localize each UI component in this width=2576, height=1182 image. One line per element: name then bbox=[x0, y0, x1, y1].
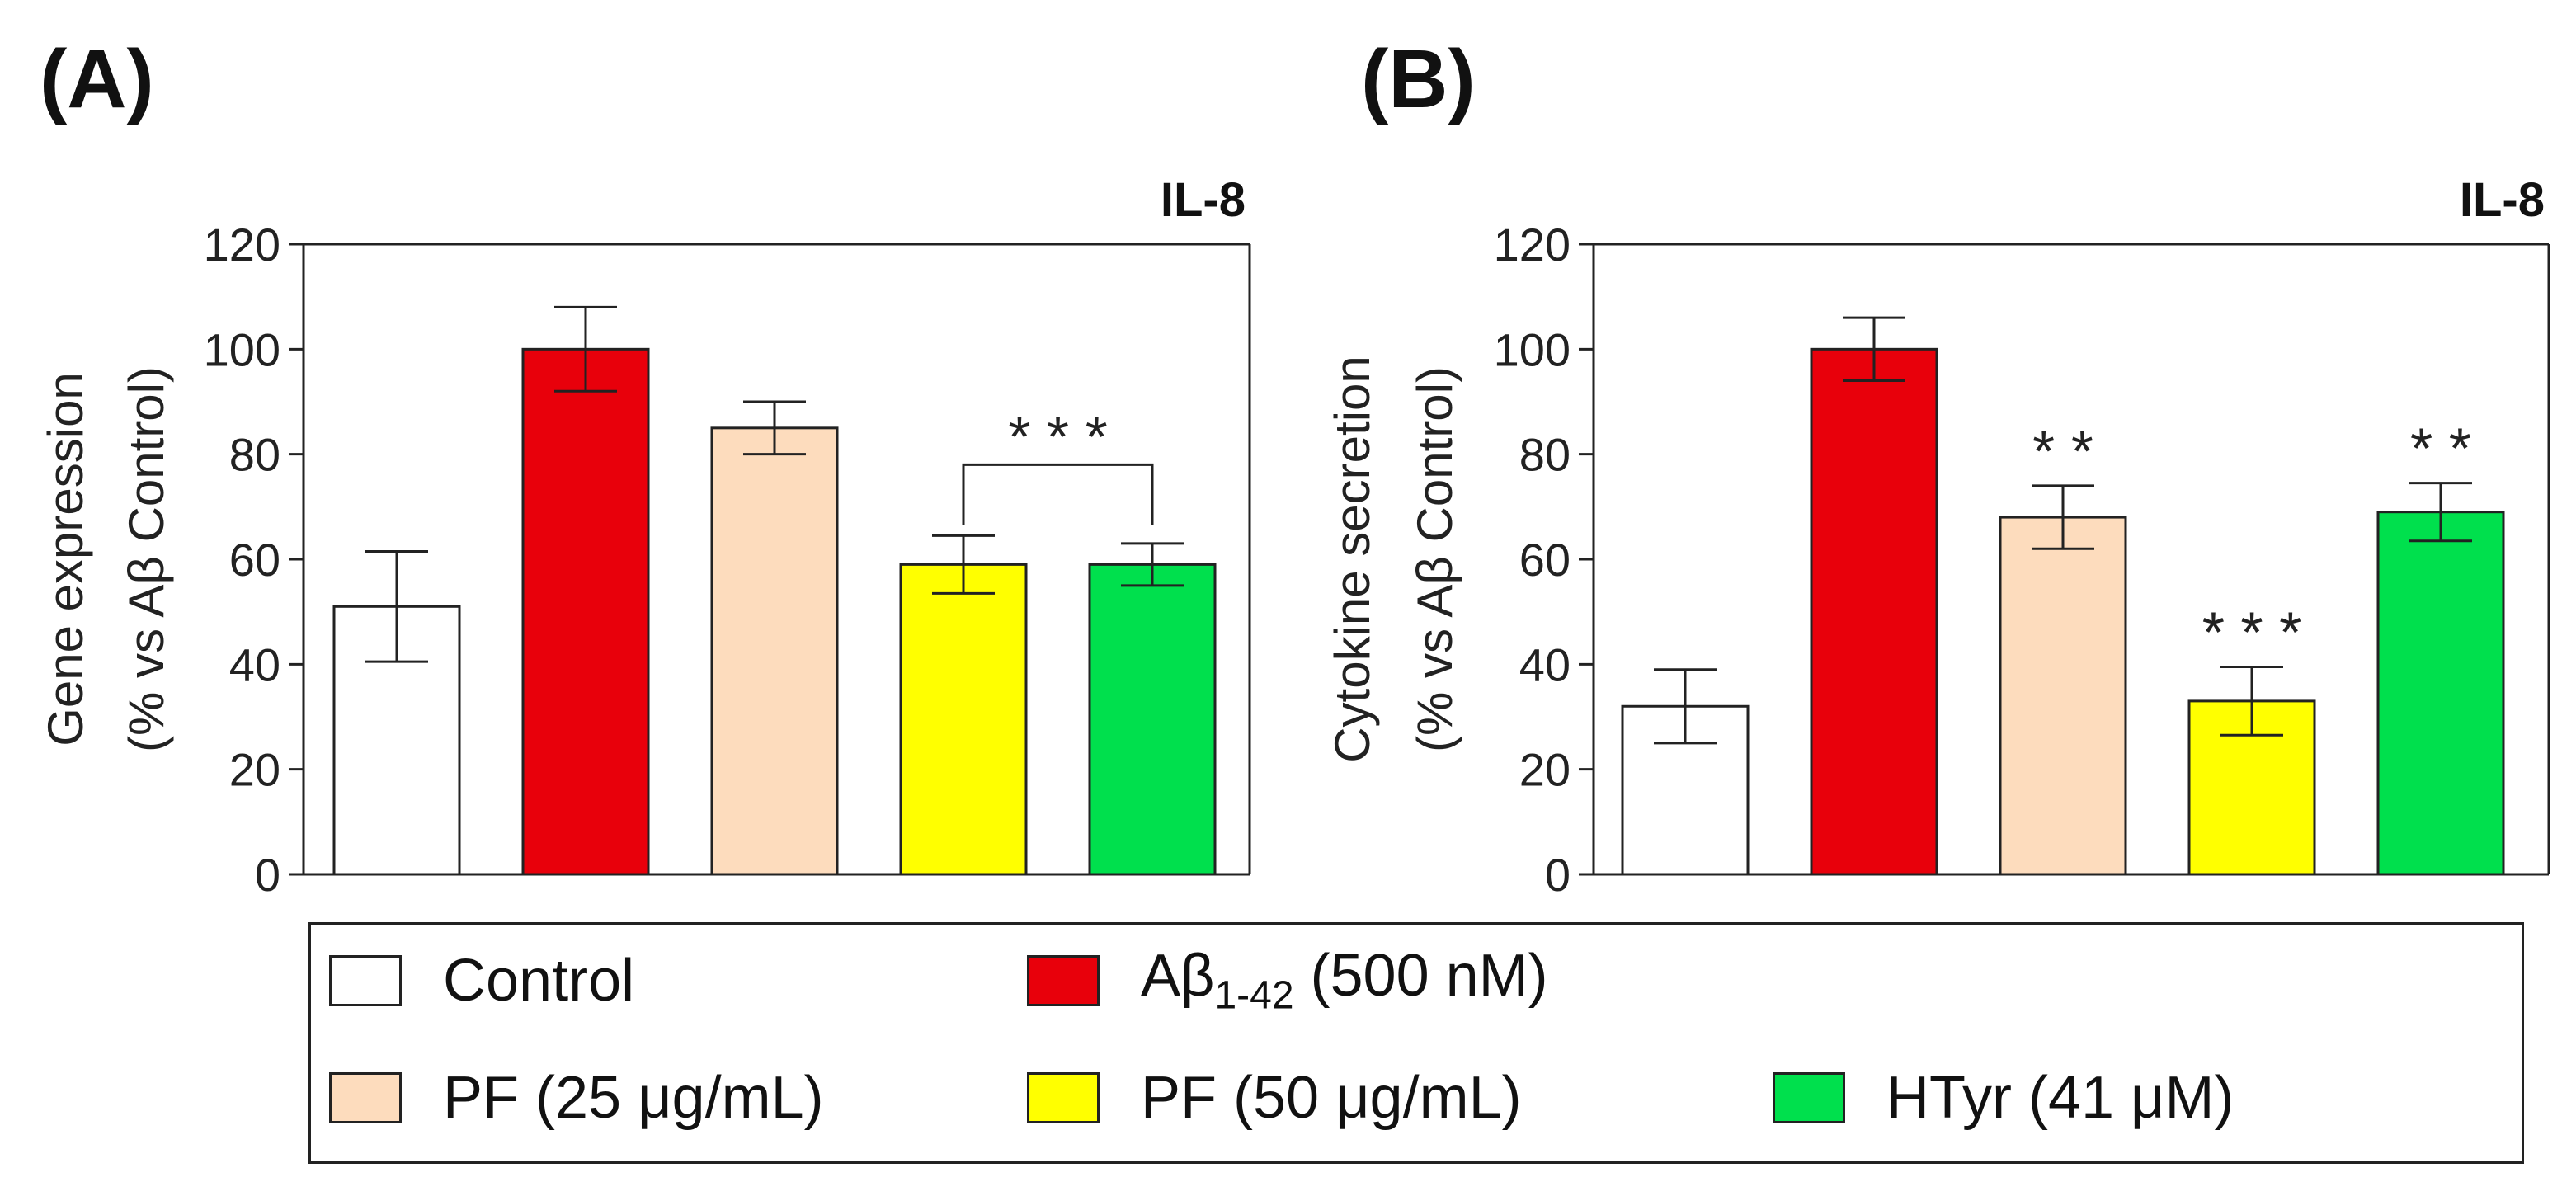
legend-item-abeta: Aβ1-42 (500 nM) bbox=[1027, 942, 1548, 1018]
y-tick-label: 60 bbox=[229, 534, 280, 586]
significance-bracket bbox=[962, 463, 1154, 525]
legend: Control Aβ1-42 (500 nM) PF (25 μg/mL) PF… bbox=[308, 922, 2524, 1164]
bar bbox=[710, 426, 839, 876]
y-tick-label: 100 bbox=[1494, 323, 1571, 375]
legend-label-abeta: Aβ1-42 (500 nM) bbox=[1141, 942, 1548, 1018]
y-tick-label: 60 bbox=[1519, 534, 1571, 586]
y-axis-label: (% vs Aβ Control) bbox=[119, 366, 174, 752]
bar bbox=[899, 563, 1028, 876]
legend-label-pf50: PF (50 μg/mL) bbox=[1141, 1065, 1522, 1131]
legend-item-pf25: PF (25 μg/mL) bbox=[329, 1065, 824, 1131]
legend-swatch-pf50 bbox=[1027, 1072, 1100, 1123]
bar bbox=[521, 347, 650, 876]
panel-label: (A) bbox=[40, 33, 154, 125]
y-axis-label: Gene expression bbox=[38, 372, 93, 746]
y-tick-label: 80 bbox=[229, 429, 280, 481]
legend-item-htyr: HTyr (41 μM) bbox=[1773, 1065, 2235, 1131]
legend-item-pf50: PF (50 μg/mL) bbox=[1027, 1065, 1522, 1131]
y-axis-label: (% vs Aβ Control) bbox=[1407, 366, 1462, 752]
bar bbox=[1810, 347, 1938, 876]
legend-swatch-control bbox=[329, 955, 402, 1006]
y-tick-label: 20 bbox=[229, 744, 280, 796]
y-tick-label: 40 bbox=[1519, 638, 1571, 690]
legend-swatch-pf25 bbox=[329, 1072, 402, 1123]
significance-label: * * bbox=[2410, 417, 2471, 481]
legend-label-pf25: PF (25 μg/mL) bbox=[443, 1065, 824, 1131]
y-axis-label: Cytokine secretion bbox=[1325, 356, 1380, 763]
significance-label: * * * bbox=[1008, 404, 1108, 469]
significance-label: * * bbox=[2032, 419, 2093, 483]
legend-label-htyr: HTyr (41 μM) bbox=[1886, 1065, 2235, 1131]
legend-item-control: Control bbox=[329, 948, 634, 1014]
significance-label: * * * bbox=[2202, 600, 2302, 665]
y-tick-label: 120 bbox=[204, 219, 280, 271]
chart-title: IL-8 bbox=[2460, 173, 2545, 227]
y-tick-label: 120 bbox=[1494, 219, 1571, 271]
y-tick-label: 0 bbox=[255, 849, 280, 901]
legend-swatch-abeta bbox=[1027, 955, 1100, 1006]
panel-label: (B) bbox=[1361, 33, 1476, 125]
bar bbox=[1999, 516, 2127, 876]
legend-swatch-htyr bbox=[1773, 1072, 1845, 1123]
legend-label-control: Control bbox=[443, 948, 635, 1014]
y-tick-label: 100 bbox=[204, 323, 280, 375]
chart-title: IL-8 bbox=[1161, 173, 1246, 227]
y-tick-label: 80 bbox=[1519, 429, 1571, 481]
y-tick-label: 0 bbox=[1545, 849, 1571, 901]
y-tick-label: 20 bbox=[1519, 744, 1571, 796]
bar bbox=[1088, 563, 1217, 876]
bar bbox=[2376, 511, 2505, 876]
y-tick-label: 40 bbox=[229, 638, 280, 690]
